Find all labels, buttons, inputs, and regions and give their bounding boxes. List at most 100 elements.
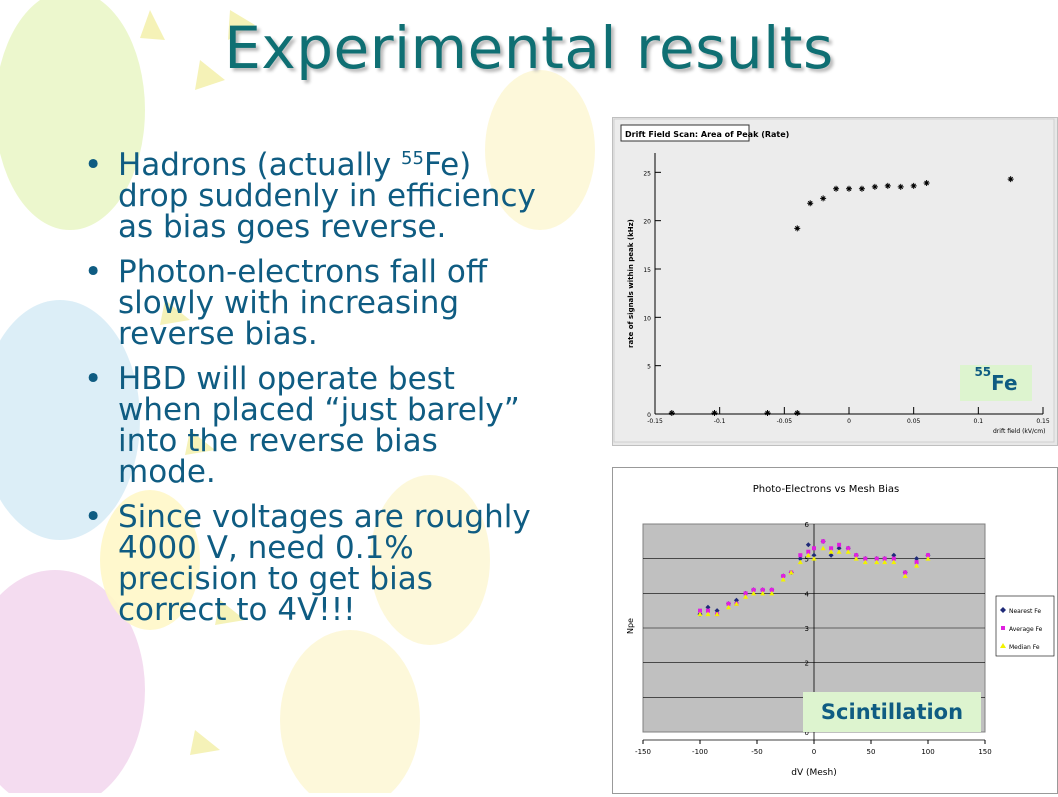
chart1-data-point [764, 410, 771, 417]
chart2-point-average-fe [926, 553, 930, 558]
chart2-point-median-fe [820, 545, 826, 551]
chart2-point-nearest-fe [891, 552, 897, 558]
chart2-point-average-fe [854, 553, 859, 558]
chart2-point-median-fe [697, 611, 703, 617]
fe55-label: 55Fe [960, 365, 1032, 401]
chart2-legend: Nearest Fe Average Fe Median Fe [995, 595, 1055, 657]
chart1-data-point [858, 185, 865, 192]
fe55-text: Fe [991, 371, 1018, 395]
chart2-point-median-fe [780, 576, 786, 582]
chart2-xtick-label: -150 [635, 748, 651, 756]
chart1-data-point [833, 185, 840, 192]
chart2-point-median-fe [891, 559, 897, 565]
chart1-xtick-label: 0 [847, 418, 851, 425]
chart2-point-nearest-fe [733, 597, 739, 603]
slide-title: Experimental results [224, 14, 834, 82]
chart2-point-average-fe [781, 574, 786, 578]
chart1-ylabel: rate of signals within peak (kHz) [627, 219, 635, 348]
chart1-ytick-label: 5 [647, 364, 651, 371]
chart2-point-average-fe [914, 560, 919, 565]
chart2-point-nearest-fe [714, 608, 720, 614]
chart1-data-point [846, 185, 852, 192]
chart2-point-average-fe [743, 591, 748, 596]
chart2-xtick-label: 150 [978, 748, 991, 756]
chart1-xtick-label: -0.05 [777, 418, 793, 425]
chart2-ytick-label: 2 [805, 660, 809, 668]
chart2-point-average-fe [806, 549, 811, 554]
chart1-xtick-label: 0.15 [1036, 418, 1050, 425]
chart1-ytick-label: 10 [643, 315, 651, 322]
chart2-point-median-fe [874, 559, 880, 565]
chart2-ytick-label: 5 [805, 556, 809, 564]
chart1-ytick-label: 20 [643, 219, 651, 226]
chart1-xtick-label: 0.05 [907, 418, 921, 425]
chart1-data-point [668, 410, 675, 417]
legend-marker [1001, 626, 1005, 630]
chart2-point-median-fe [805, 552, 811, 558]
chart2-point-average-fe [821, 539, 826, 544]
scintillation-label: Scintillation [803, 692, 981, 732]
chart1-xtick-label: -0.15 [647, 418, 663, 425]
chart2-point-median-fe [902, 573, 908, 578]
chart2-xlabel: dV (Mesh) [791, 768, 836, 778]
legend-label: Average Fe [1009, 626, 1043, 633]
chart2-point-median-fe [705, 611, 711, 617]
bullet-item: Photon-electrons fall off slowly with in… [80, 257, 540, 350]
chart2-point-average-fe [698, 608, 702, 613]
chart2-point-nearest-fe [836, 545, 842, 551]
bullet-item: HBD will operate best when placed “just … [80, 364, 540, 488]
chart2-ylabel: Npe [626, 618, 635, 634]
chart2-xtick-label: 100 [921, 748, 934, 756]
chart1-data-point [1007, 176, 1014, 183]
chart2-point-median-fe [769, 590, 775, 596]
legend-label: Nearest Fe [1009, 608, 1041, 615]
chart2-point-median-fe [925, 556, 931, 561]
chart2-point-median-fe [743, 594, 749, 599]
chart2-point-median-fe [828, 549, 834, 554]
chart1-xtick-label: 0.1 [974, 418, 984, 425]
chart2-point-median-fe [882, 559, 888, 565]
chart2-point-average-fe [837, 542, 842, 547]
chart2-point-average-fe [769, 587, 774, 592]
chart1-data-point [910, 182, 917, 189]
chart2-ytick-label: 3 [805, 625, 809, 633]
chart1-title: Drift Field Scan: Area of Peak (Rate) [625, 130, 789, 139]
chart2-point-average-fe [829, 546, 834, 551]
chart2-point-average-fe [882, 556, 887, 561]
fe55-superscript: 55 [974, 365, 992, 379]
chart1-xtick-label: -0.1 [714, 418, 726, 425]
bullet-list: Hadrons (actually 55Fe) drop suddenly in… [80, 150, 540, 640]
chart2-point-median-fe [914, 563, 920, 568]
chart2-point-median-fe [733, 601, 739, 606]
chart2-point-average-fe [798, 553, 803, 558]
chart2-point-average-fe [903, 570, 908, 575]
legend-marker [1000, 643, 1006, 648]
chart2-point-median-fe [788, 570, 794, 575]
chart1-ytick-label: 25 [643, 170, 651, 177]
chart2-point-median-fe [836, 549, 842, 554]
chart2-point-median-fe [726, 604, 731, 610]
isotope-superscript: 55 [401, 148, 424, 169]
chart2-point-nearest-fe [914, 556, 920, 562]
chart1-data-point [897, 183, 904, 190]
chart1-xlabel: drift field (kV/cm) [993, 428, 1046, 435]
chart1-data-point [807, 200, 814, 207]
chart2-xtick-label: 0 [812, 748, 816, 756]
chart2-point-average-fe [705, 608, 710, 613]
chart2-ytick-label: 4 [805, 590, 810, 598]
chart1-ytick-label: 15 [643, 267, 651, 274]
chart2-xtick-label: 50 [867, 748, 876, 756]
bullet-text: Hadrons (actually [118, 147, 402, 183]
chart2-point-median-fe [797, 559, 803, 565]
chart2-title: Photo-Electrons vs Mesh Bias [753, 484, 900, 495]
chart2-point-average-fe [891, 556, 896, 561]
chart2-point-average-fe [751, 587, 756, 592]
chart2-point-nearest-fe [805, 542, 811, 548]
photo-electrons-chart-svg: Photo-Electrons vs Mesh Bias 0123456-150… [626, 484, 1055, 778]
chart1-data-point [794, 225, 801, 232]
chart2-point-nearest-fe [811, 552, 817, 558]
chart1-data-point [711, 410, 718, 417]
chart2-point-median-fe [862, 559, 868, 565]
chart1-data-point [794, 410, 801, 417]
chart1-data-point [820, 195, 827, 202]
